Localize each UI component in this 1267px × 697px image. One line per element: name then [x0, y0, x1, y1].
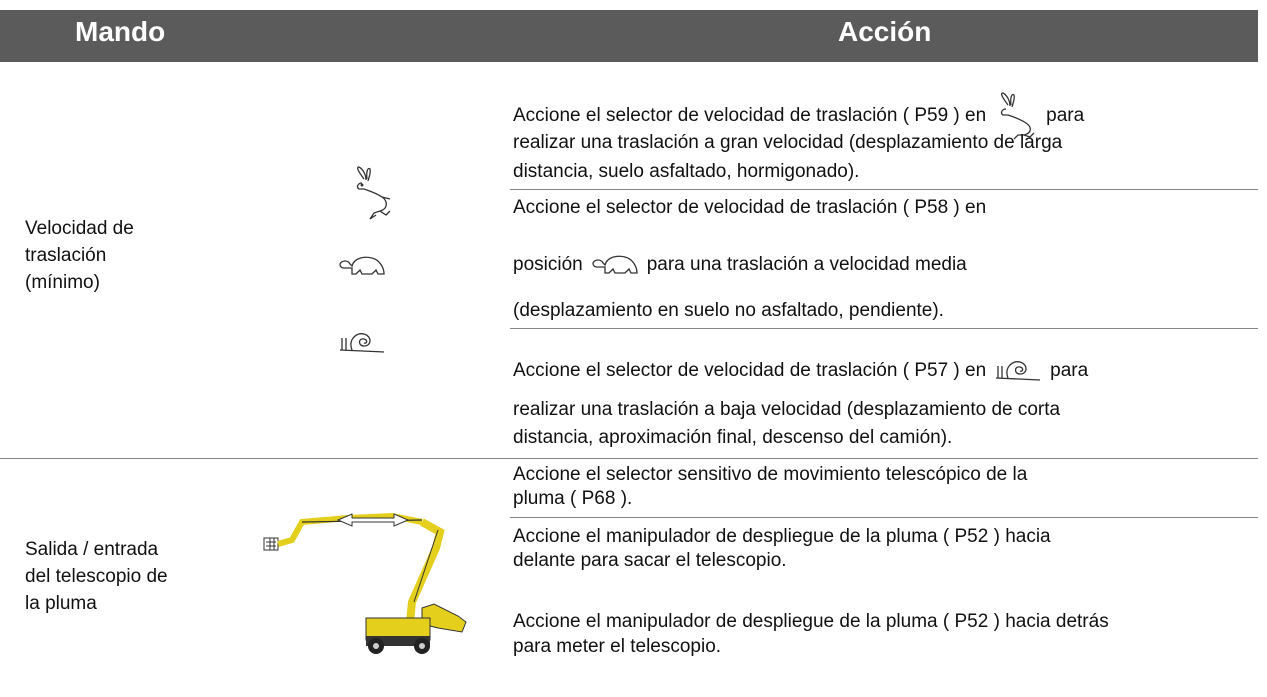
action-line: distancia, aproximación final, descenso … [513, 427, 953, 448]
text: Accione el selector de velocidad de tras… [513, 105, 987, 127]
action-line: Accione el selector de velocidad de tras… [513, 358, 1088, 384]
row-label: Velocidad de [25, 218, 134, 239]
text: para [1050, 360, 1089, 382]
action-line: para meter el telescopio. [513, 636, 722, 657]
action-line: Accione el selector sensitivo de movimie… [513, 464, 1028, 485]
separator [510, 328, 1258, 329]
action-line: pluma ( P68 ). [513, 488, 633, 509]
text: para [1046, 105, 1085, 127]
action-line: (desplazamiento en suelo no asfaltado, p… [513, 300, 944, 321]
row-label: (mínimo) [25, 272, 100, 293]
snail-icon [996, 361, 1041, 381]
header-mando: Mando [75, 16, 166, 47]
text: Accione el selector de velocidad de tras… [513, 360, 987, 382]
row-label: la pluma [25, 593, 97, 614]
table-header: Mando Acción [0, 10, 1258, 62]
separator [510, 517, 1258, 518]
text: para una traslación a velocidad media [646, 254, 967, 276]
boom-machine-icon [263, 512, 467, 654]
turtle-icon [339, 256, 385, 275]
row-label: traslación [25, 245, 107, 266]
action-line: distancia, suelo asfaltado, hormigonado)… [513, 161, 860, 182]
action-line: Accione el manipulador de despliegue de … [513, 526, 1051, 547]
row-label: Salida / entrada [25, 539, 159, 560]
action-line: posición para una traslación a velocidad … [513, 253, 967, 277]
action-line: realizar una traslación a gran velocidad… [513, 132, 1063, 153]
snail-icon [339, 333, 385, 353]
turtle-icon [592, 255, 638, 274]
row-label: del telescopio de [25, 566, 168, 587]
text: posición [513, 254, 583, 276]
row-separator [0, 458, 1258, 459]
action-line: realizar una traslación a baja velocidad… [513, 399, 1061, 420]
action-line: delante para sacar el telescopio. [513, 550, 787, 571]
action-line: Accione el selector de velocidad de tras… [513, 197, 987, 218]
action-line: Accione el manipulador de despliegue de … [513, 611, 1109, 632]
separator [510, 189, 1258, 190]
rabbit-icon [1001, 92, 1035, 140]
action-line: Accione el selector de velocidad de tras… [513, 91, 1084, 141]
header-accion: Acción [838, 16, 932, 47]
rabbit-icon [356, 166, 391, 220]
